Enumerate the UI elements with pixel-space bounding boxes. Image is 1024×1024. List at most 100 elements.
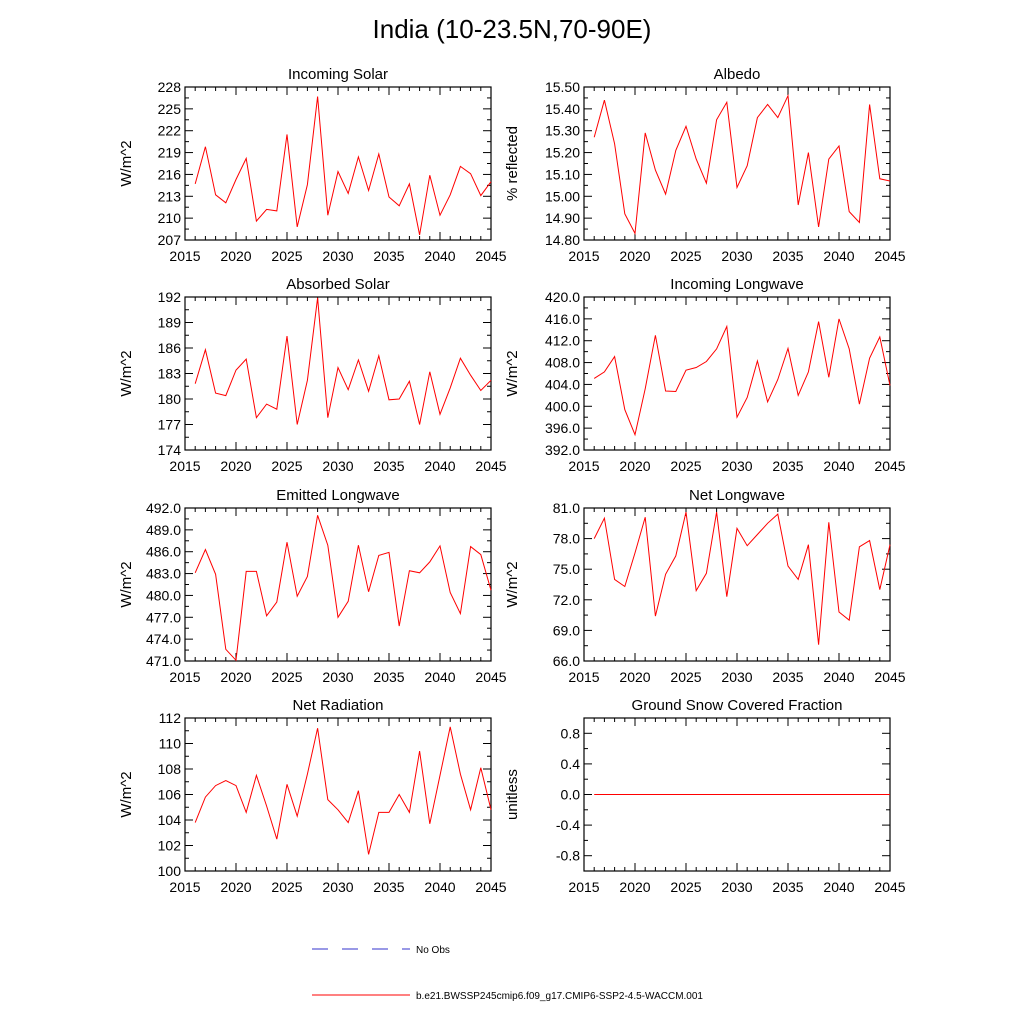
- chart-3: Absorbed Solar 2015 2020 2025 2030 2035 2040 20…: [118, 276, 507, 474]
- chart-1-y-tick-label: 210: [158, 210, 182, 226]
- chart-2-y-tick-label: 14.80: [545, 232, 580, 248]
- chart-6-x-tick-label: 2035: [772, 669, 803, 685]
- chart-4-x-tick-label: 2040: [823, 458, 854, 474]
- chart-3-y-tick-label: 189: [158, 315, 182, 331]
- chart-7-series-line: [194, 726, 492, 855]
- chart-2-x-tick-label: 2035: [772, 248, 803, 264]
- chart-4-x-tick-label: 2035: [772, 458, 803, 474]
- chart-4-title: Incoming Longwave: [670, 276, 803, 293]
- chart-8-y-axis-label: unitless: [504, 769, 521, 820]
- chart-5-y-tick-label: 483.0: [146, 566, 181, 582]
- chart-4-x-tick-label: 2015: [568, 458, 599, 474]
- chart-7-x-tick-label: 2015: [169, 879, 200, 895]
- chart-2: Albedo 2015 2020 2025 2030 2035 2040 2045 14.80 1…: [504, 66, 906, 264]
- chart-6-y-tick-label: 66.0: [553, 653, 580, 669]
- chart-2-y-tick-label: 15.30: [545, 123, 580, 139]
- chart-2-x-tick-label: 2045: [874, 248, 905, 264]
- chart-1: Incoming Solar 2015 2020 2025 2030 2035 2040 20…: [118, 66, 507, 264]
- chart-1-x-tick-label: 2015: [169, 248, 200, 264]
- chart-1-x-tick-label: 2045: [475, 248, 506, 264]
- chart-7-plot-frame: [184, 717, 492, 872]
- chart-7-y-tick-label: 112: [159, 710, 182, 726]
- chart-6-y-tick-label: 81.0: [553, 500, 580, 516]
- chart-5-x-tick-label: 2045: [475, 669, 506, 685]
- chart-5-y-tick-label: 474.0: [146, 631, 181, 647]
- chart-1-x-tick-label: 2035: [373, 248, 404, 264]
- chart-5-x-tick-label: 2030: [322, 669, 353, 685]
- chart-3-y-axis-label: W/m^2: [118, 350, 135, 396]
- chart-7-y-tick-label: 102: [158, 838, 182, 854]
- legend: No Obs b.e21.BWSSP245cmip6.f09_g17.CMIP6…: [312, 945, 703, 1002]
- chart-2-x-tick-label: 2025: [670, 248, 701, 264]
- chart-4-y-tick-label: 412.0: [545, 333, 580, 349]
- chart-1-x-tick-label: 2040: [424, 248, 455, 264]
- chart-1-x-tick-label: 2025: [271, 248, 302, 264]
- chart-5-y-tick-label: 480.0: [146, 587, 181, 603]
- chart-4-y-axis-label: W/m^2: [504, 350, 521, 396]
- chart-1-plot-frame: [184, 86, 492, 241]
- chart-6: Net Longwave 2015 2020 2025 2030 2035 2040 2045…: [504, 487, 906, 685]
- chart-5-y-tick-label: 492.0: [146, 500, 181, 516]
- chart-6-x-tick-label: 2015: [568, 669, 599, 685]
- chart-4: Incoming Longwave 2015 2020 2025 2030 2035 204…: [504, 276, 906, 474]
- chart-7-x-tick-label: 2030: [322, 879, 353, 895]
- chart-2-x-tick-label: 2015: [568, 248, 599, 264]
- figure-title: India (10-23.5N,70-90E): [372, 14, 652, 44]
- chart-7-title: Net Radiation: [293, 697, 384, 714]
- chart-3-y-tick-label: 186: [158, 340, 182, 356]
- chart-4-series-line: [593, 318, 891, 437]
- chart-5-x-tick-label: 2040: [424, 669, 455, 685]
- chart-7-y-tick-label: 110: [159, 736, 182, 752]
- chart-7: Net Radiation 2015 2020 2025 2030 2035 2040 204…: [118, 697, 507, 895]
- chart-2-x-tick-label: 2030: [721, 248, 752, 264]
- chart-3-x-tick-label: 2020: [220, 458, 251, 474]
- chart-5-plot-frame: [184, 507, 492, 662]
- chart-8-x-tick-label: 2045: [874, 879, 905, 895]
- chart-4-y-tick-label: 416.0: [545, 311, 580, 327]
- chart-5-y-tick-label: 471.0: [146, 653, 181, 669]
- chart-3-series-line: [194, 297, 492, 425]
- chart-2-y-tick-label: 15.50: [545, 79, 580, 95]
- chart-6-y-tick-label: 75.0: [553, 561, 580, 577]
- chart-3-y-tick-label: 174: [158, 442, 182, 458]
- chart-1-y-tick-label: 219: [158, 145, 182, 161]
- chart-2-x-tick-label: 2020: [619, 248, 650, 264]
- chart-1-title: Incoming Solar: [288, 66, 388, 83]
- chart-2-y-axis-label: % reflected: [504, 126, 521, 201]
- chart-2-y-tick-label: 14.90: [545, 210, 580, 226]
- chart-8-y-tick-label: 0.4: [561, 756, 581, 772]
- chart-3-x-tick-label: 2040: [424, 458, 455, 474]
- chart-5-x-tick-label: 2015: [169, 669, 200, 685]
- chart-3-x-tick-label: 2045: [475, 458, 506, 474]
- chart-4-x-tick-label: 2045: [874, 458, 905, 474]
- chart-7-x-tick-label: 2040: [424, 879, 455, 895]
- chart-1-y-tick-label: 225: [158, 101, 182, 117]
- chart-2-series-line: [593, 93, 891, 236]
- chart-7-x-tick-label: 2045: [475, 879, 506, 895]
- chart-4-y-tick-label: 400.0: [545, 398, 580, 414]
- legend-obs-label: No Obs: [416, 945, 450, 956]
- chart-8-title: Ground Snow Covered Fraction: [632, 697, 843, 714]
- chart-3-y-tick-label: 192: [158, 289, 182, 305]
- chart-2-y-tick-label: 15.20: [545, 145, 580, 161]
- chart-8-x-tick-label: 2040: [823, 879, 854, 895]
- chart-4-y-tick-label: 420.0: [545, 289, 580, 305]
- chart-4-plot-frame: [583, 296, 891, 451]
- chart-6-y-tick-label: 72.0: [553, 592, 580, 608]
- chart-8-y-tick-label: 0.0: [561, 787, 581, 803]
- chart-6-x-tick-label: 2020: [619, 669, 650, 685]
- chart-5-y-tick-label: 477.0: [146, 609, 181, 625]
- chart-1-y-tick-label: 207: [158, 232, 182, 248]
- chart-7-x-tick-label: 2035: [373, 879, 404, 895]
- chart-7-y-tick-label: 104: [158, 812, 182, 828]
- chart-8-x-tick-label: 2015: [568, 879, 599, 895]
- chart-5-series-line: [194, 515, 492, 662]
- chart-5-y-axis-label: W/m^2: [118, 561, 135, 607]
- legend-model-label: b.e21.BWSSP245cmip6.f09_g17.CMIP6-SSP2-4…: [416, 991, 703, 1002]
- chart-3-title: Absorbed Solar: [286, 276, 389, 293]
- chart-4-y-tick-label: 392.0: [545, 442, 580, 458]
- chart-6-y-tick-label: 69.0: [553, 622, 580, 638]
- chart-3-x-tick-label: 2030: [322, 458, 353, 474]
- chart-3-plot-frame: [184, 296, 492, 451]
